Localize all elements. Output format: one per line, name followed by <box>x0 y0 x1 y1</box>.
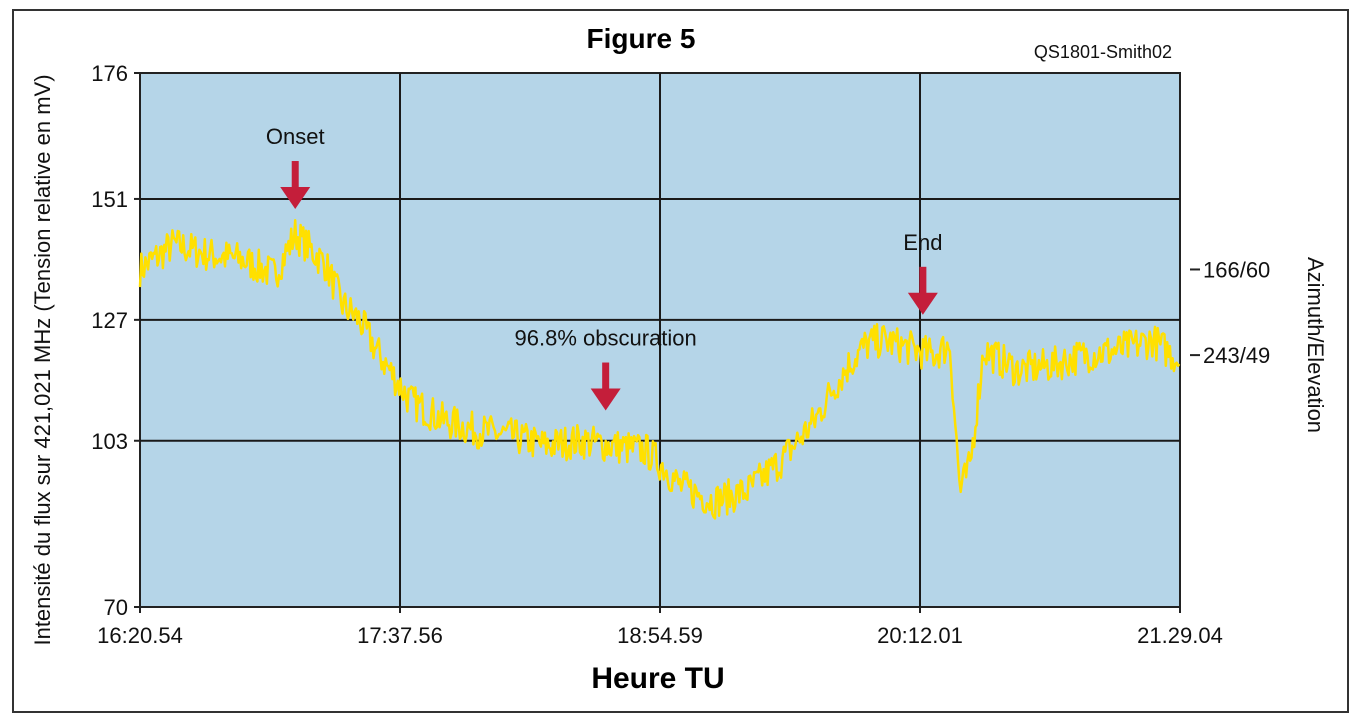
chart-code: QS1801-Smith02 <box>1034 42 1172 62</box>
arrow-shaft <box>919 266 927 297</box>
x-tick-label: 17:37.56 <box>357 623 443 648</box>
y2-tick-label: 243/49 <box>1203 343 1270 368</box>
chart-title: Figure 5 <box>587 23 696 54</box>
y-tick-label: 151 <box>91 187 128 212</box>
arrow-shaft <box>291 161 299 192</box>
y-tick-label: 176 <box>91 61 128 86</box>
y2-axis-ticks: 166/60 243/49 <box>1190 257 1270 368</box>
arrow-shaft <box>602 362 610 393</box>
y2-tick-label: 166/60 <box>1203 257 1270 282</box>
x-tick-label: 21.29.04 <box>1137 623 1223 648</box>
grid-lines <box>140 73 1180 607</box>
annotation-label: Onset <box>266 124 325 149</box>
annotation-label: 96.8% obscuration <box>515 326 697 351</box>
y-tick-label: 70 <box>104 595 128 620</box>
y-axis-label: Intensité du flux sur 421,021 MHz (Tensi… <box>30 74 55 645</box>
x-tick-label: 16:20.54 <box>97 623 183 648</box>
x-axis-label: Heure TU <box>591 662 724 695</box>
x-tick-label: 18:54.59 <box>617 623 703 648</box>
annotation-arrows: Onset 96.8% obscuration End <box>266 124 942 411</box>
annotation: Onset <box>266 124 325 210</box>
y-tick-label: 127 <box>91 308 128 333</box>
x-tick-label: 20:12.01 <box>877 623 963 648</box>
series-line <box>138 219 1181 520</box>
y-axis-ticks: 70 103 127 151 176 <box>91 61 140 620</box>
arrow-head <box>590 388 621 411</box>
arrow-head <box>907 292 938 315</box>
y-tick-label: 103 <box>91 429 128 454</box>
x-axis-ticks: 16:20.54 17:37.56 18:54.59 20:12.01 21.29.04 <box>97 607 1223 648</box>
annotation: End <box>903 230 942 315</box>
annotation: 96.8% obscuration <box>515 326 697 411</box>
y2-axis-label: Azimuth/Elevation <box>1303 257 1328 433</box>
annotation-label: End <box>903 230 942 255</box>
arrow-head <box>280 187 311 210</box>
